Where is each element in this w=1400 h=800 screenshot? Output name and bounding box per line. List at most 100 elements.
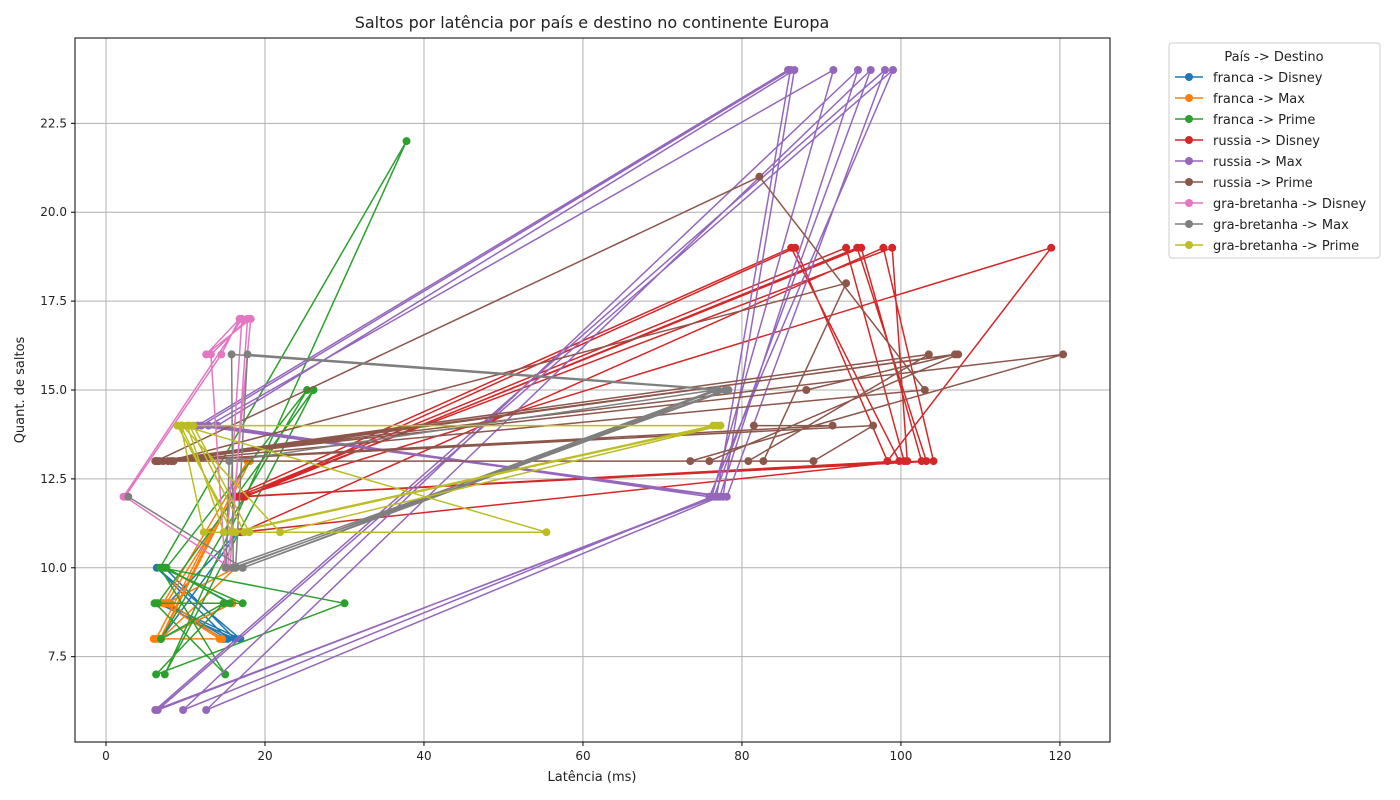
y-tick-label: 17.5 [40,294,67,308]
y-axis-title: Quant. de saltos [13,336,28,443]
data-point [202,350,211,359]
data-point [842,279,851,288]
data-point [176,421,185,430]
x-tick-label: 20 [257,749,272,763]
data-point [883,457,892,466]
data-point [1047,243,1056,252]
data-point [238,599,247,608]
data-point [243,350,252,359]
data-point [866,66,875,74]
data-point [854,66,862,74]
data-point [169,457,178,466]
data-point [888,243,897,252]
x-tick-label: 0 [102,749,110,763]
data-point [929,457,938,466]
data-point [225,457,234,466]
data-point [222,563,230,572]
data-point [153,706,162,714]
data-point [710,386,719,394]
data-point [755,172,764,181]
data-point [276,528,285,537]
y-tick-label: 15.0 [40,383,67,397]
series-8 [173,421,725,537]
legend-box [1168,42,1381,259]
data-point [226,599,234,608]
legend-marker [1185,220,1193,228]
data-point [218,634,227,643]
series-line [232,247,1052,533]
data-point [759,457,768,466]
x-tick-label: 40 [416,749,431,763]
legend-label: franca -> Max [1213,92,1305,107]
data-point [853,243,862,252]
legend-marker [1185,136,1193,144]
y-tick-label: 20.0 [40,205,67,219]
data-point [221,670,230,679]
legend-item: franca -> Max [1175,92,1305,107]
data-point [227,528,236,537]
y-axis-ticks: 7.5 10.0 12.5 15.0 17.5 20.0 22.5 [40,116,75,664]
legend-label: russia -> Max [1213,155,1303,170]
data-point [790,66,799,74]
data-point [241,492,250,501]
data-point [159,457,168,466]
legend-item: franca -> Prime [1175,113,1315,128]
data-point [744,457,753,466]
legend-item: gra-bretanha -> Max [1175,218,1349,233]
legend-label: franca -> Prime [1213,113,1315,128]
data-point [202,706,211,714]
series-line [153,460,251,640]
x-tick-label: 120 [1048,749,1071,763]
data-point [705,457,714,466]
data-point [235,314,244,323]
legend-marker [1185,94,1193,102]
data-point [924,350,933,359]
legend-label: gra-bretanha -> Prime [1213,239,1359,254]
data-point [179,706,188,714]
data-point [889,66,897,74]
data-point [402,137,411,146]
series-line [154,175,1064,462]
data-point [879,243,888,252]
data-point [903,457,912,466]
x-tick-label: 80 [734,749,749,763]
data-point [922,457,931,466]
legend-marker [1185,199,1193,207]
data-point [705,492,714,501]
data-point [716,421,725,430]
legend-marker [1185,178,1193,186]
data-point [238,563,247,572]
data-point [718,492,727,501]
x-tick-label: 100 [889,749,912,763]
y-tick-label: 7.5 [48,650,67,664]
legend-label: russia -> Disney [1213,134,1320,149]
data-point [219,528,228,537]
data-point [686,457,695,466]
data-point [829,66,838,74]
y-tick-label: 10.0 [40,561,67,575]
data-point [791,243,800,252]
data-point [217,350,226,359]
data-point [869,421,878,430]
data-point [227,350,236,359]
plot-area [119,66,1068,714]
data-point [842,243,851,252]
data-point [709,421,718,430]
legend-items: franca -> Disney franca -> Max franca -> P… [1175,71,1367,254]
x-axis-title: Latência (ms) [548,770,637,785]
data-point [881,66,889,74]
data-point [749,421,758,430]
legend-item: gra-bretanha -> Disney [1175,197,1367,212]
data-point [162,563,171,572]
series-5 [151,172,1068,466]
x-axis-ticks: 0 20 40 60 80 100 120 [102,742,1071,763]
data-point [340,599,349,608]
data-point [150,599,159,608]
legend-marker [1185,241,1193,249]
data-point [809,457,818,466]
series-7 [124,350,733,572]
legend-item: russia -> Max [1175,155,1303,170]
plot-frame [74,37,1111,743]
